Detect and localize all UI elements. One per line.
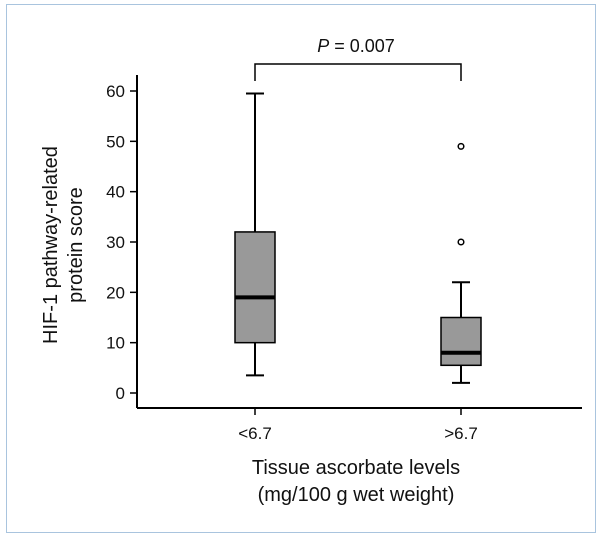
x-category-label: >6.7 (444, 424, 478, 443)
y-tick-label: 20 (106, 283, 125, 302)
p-value-number: = 0.007 (329, 36, 395, 56)
y-axis-title-line1: HIF-1 pathway-related (40, 146, 62, 344)
figure-frame (6, 4, 596, 533)
y-tick-label: 0 (116, 384, 125, 403)
outlier-point (457, 142, 465, 150)
outlier-point (457, 238, 465, 246)
x-axis-title-line2: (mg/100 g wet weight) (258, 484, 455, 506)
y-tick-label: 10 (106, 334, 125, 353)
y-tick-label: 40 (106, 183, 125, 202)
plot-area: 0 10 20 30 40 50 60 <6.7 >6.7 (106, 63, 582, 443)
x-axis-title-line1: Tissue ascorbate levels (252, 457, 460, 479)
y-axis-title-line2: protein score (65, 187, 87, 303)
box-iqr (440, 316, 482, 367)
y-tick-label: 30 (106, 233, 125, 252)
significance-bracket (254, 63, 462, 81)
box-iqr (234, 231, 276, 344)
p-value-symbol: P (317, 36, 329, 56)
p-value-label: P = 0.007 (317, 36, 395, 56)
y-tick-label: 50 (106, 132, 125, 151)
y-tick-label: 60 (106, 82, 125, 101)
x-category-label: <6.7 (238, 424, 272, 443)
